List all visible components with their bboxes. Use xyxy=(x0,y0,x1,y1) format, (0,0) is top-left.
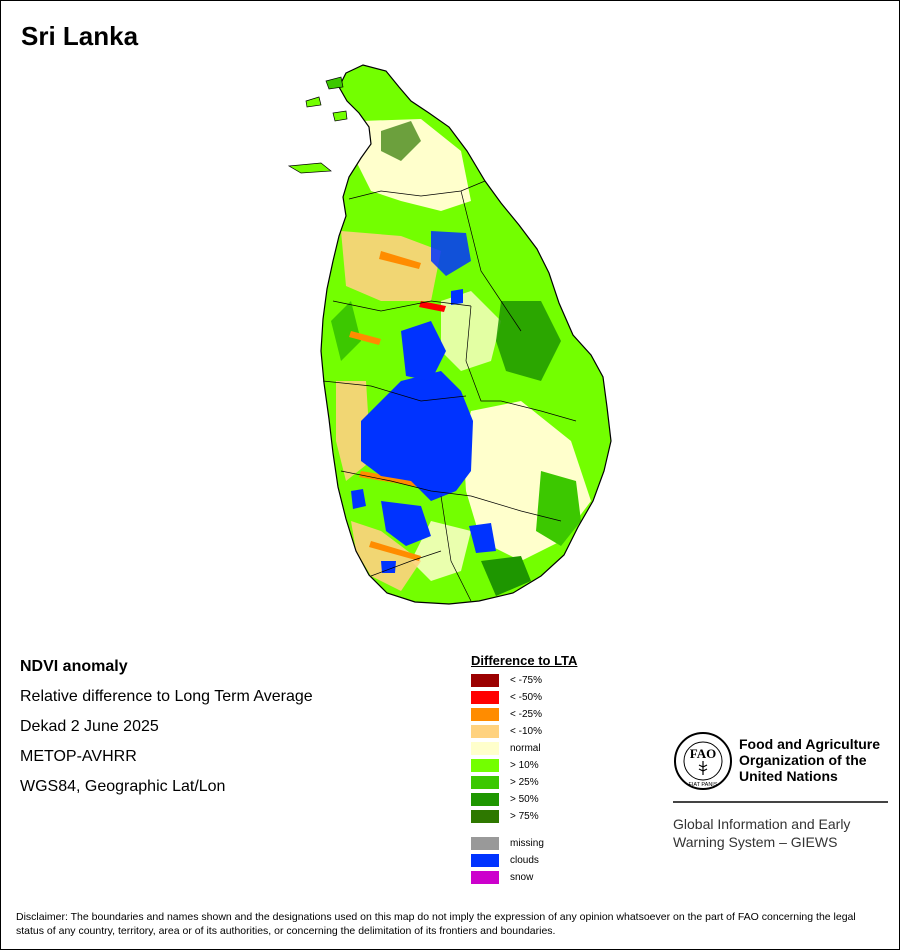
info-subtitle: Relative difference to Long Term Average xyxy=(20,688,313,705)
green-patch-southeast xyxy=(536,471,581,546)
legend-item: > 25% xyxy=(471,776,539,789)
legend-label: missing xyxy=(510,838,544,849)
legend-swatch xyxy=(471,837,499,850)
cloud-speck-1 xyxy=(351,489,366,509)
legend-swatch xyxy=(471,742,499,755)
legend-label: > 10% xyxy=(510,760,539,771)
ndvi-anomaly-layer xyxy=(331,119,591,596)
dry-streak-5 xyxy=(369,541,421,561)
fao-organization-name: Food and Agriculture Organization of the… xyxy=(739,736,881,784)
legend-label: clouds xyxy=(510,855,539,866)
cloud-mass-north xyxy=(431,231,471,276)
fao-letters: FAO xyxy=(690,746,716,761)
info-sensor: METOP-AVHRR xyxy=(20,748,137,765)
legend-swatch xyxy=(471,776,499,789)
green-patch-east xyxy=(496,301,561,381)
map-title: Sri Lanka xyxy=(21,21,139,51)
legend-label: snow xyxy=(510,872,534,883)
legend-item: < -10% xyxy=(471,725,542,738)
info-title: NDVI anomaly xyxy=(20,658,128,675)
giews-name: Global Information and Early Warning Sys… xyxy=(673,816,851,850)
legend-swatch xyxy=(471,691,499,704)
island-puttalam xyxy=(325,76,344,90)
cloud-mass-south xyxy=(469,523,496,553)
legend-swatch xyxy=(471,725,499,738)
legend-label: < -10% xyxy=(510,726,542,737)
info-projection: WGS84, Geographic Lat/Lon xyxy=(20,778,226,795)
green-patch-south xyxy=(481,556,531,596)
dry-band-southwest xyxy=(351,521,421,591)
dry-streak-6 xyxy=(419,301,446,312)
coastline xyxy=(320,64,612,605)
legend-item: clouds xyxy=(471,854,539,867)
cloud-mass-southwest xyxy=(381,501,431,546)
legend-item: > 75% xyxy=(471,810,539,823)
legend-swatch xyxy=(471,871,499,884)
cloud-mass-central-north xyxy=(401,321,446,381)
dry-band-northwest xyxy=(341,231,441,301)
legend-item: missing xyxy=(471,837,544,850)
dry-streak-4 xyxy=(359,471,421,487)
normal-zone-center xyxy=(441,291,501,371)
legend-item: < -25% xyxy=(471,708,542,721)
legend-item: < -75% xyxy=(471,674,542,687)
disclaimer: Disclaimer: The boundaries and names sho… xyxy=(16,911,856,937)
legend-label: > 25% xyxy=(510,777,539,788)
fiat-panis-text: FIAT PANIS xyxy=(688,782,717,788)
island-jaffna-south xyxy=(332,110,348,122)
green-patch-north xyxy=(381,121,421,161)
legend-label: > 50% xyxy=(510,794,539,805)
dry-streak-1 xyxy=(379,251,421,269)
legend-swatch xyxy=(471,759,499,772)
cloud-mass-central xyxy=(361,371,473,501)
legend-label: normal xyxy=(510,743,541,754)
legend-title: Difference to LTA xyxy=(471,653,578,668)
legend-swatch xyxy=(471,810,499,823)
fao-logo: FAO FIAT PANIS xyxy=(674,732,732,790)
giews-divider xyxy=(673,801,888,803)
legend-swatch xyxy=(471,708,499,721)
legend-swatch xyxy=(471,793,499,806)
legend-swatch xyxy=(471,854,499,867)
legend-item: > 50% xyxy=(471,793,539,806)
legend-item: < -50% xyxy=(471,691,542,704)
legend-swatch xyxy=(471,674,499,687)
legend-label: > 75% xyxy=(510,811,539,822)
province-boundaries xyxy=(322,180,577,602)
legend-item: snow xyxy=(471,871,533,884)
legend-item: normal xyxy=(471,742,541,755)
island-jaffna-west xyxy=(305,96,322,108)
island-mannar xyxy=(287,162,332,174)
cloud-speck-2 xyxy=(451,289,463,305)
legend-item: > 10% xyxy=(471,759,539,772)
info-period: Dekad 2 June 2025 xyxy=(20,718,159,735)
legend-label: < -75% xyxy=(510,675,542,686)
legend-label: < -50% xyxy=(510,692,542,703)
cloud-speck-3 xyxy=(381,561,396,573)
green-patch-west xyxy=(331,301,361,361)
legend-label: < -25% xyxy=(510,709,542,720)
map-canvas xyxy=(287,64,612,605)
dry-streak-2 xyxy=(349,331,381,345)
